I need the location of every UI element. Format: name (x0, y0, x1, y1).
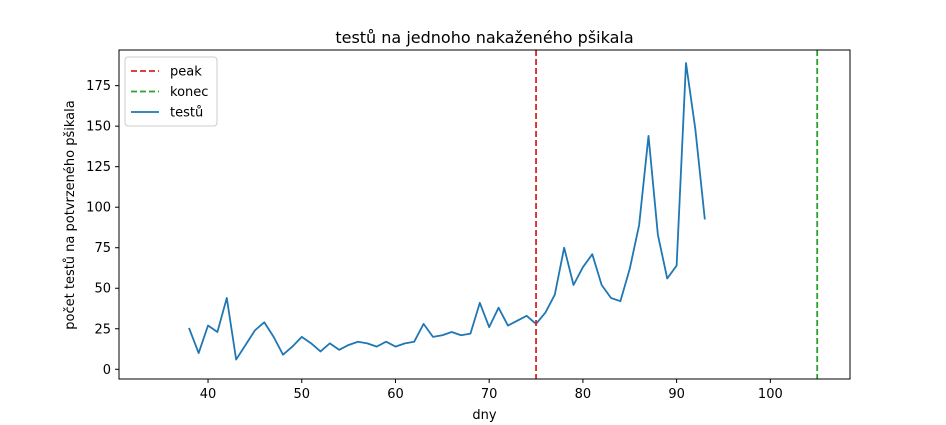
axes-frame (118, 49, 851, 380)
y-tick-label: 25 (94, 322, 111, 337)
y-tick-label: 150 (86, 120, 111, 135)
series-line-0 (188, 62, 706, 361)
x-tick-label: 70 (481, 387, 498, 402)
y-tick-label: 0 (103, 363, 111, 378)
x-tick-label: 40 (200, 387, 217, 402)
x-axis-label: dny (472, 408, 496, 423)
chart-title: testů na jednoho nakaženého pšikala (335, 28, 633, 47)
x-tick-label: 100 (758, 387, 783, 402)
y-tick-label: 125 (86, 160, 111, 175)
y-tick-label: 175 (86, 79, 111, 94)
y-tick-label: 50 (94, 282, 111, 297)
y-tick-label: 100 (86, 201, 111, 216)
x-tick-label: 80 (575, 387, 592, 402)
x-tick-label: 50 (293, 387, 310, 402)
x-tick-label: 60 (387, 387, 404, 402)
x-tick-label: 90 (668, 387, 685, 402)
y-tick-label: 75 (94, 241, 111, 256)
legend: peak konec testů (124, 56, 218, 127)
y-axis-label: počet testů na potvrzeného pšikala (63, 100, 78, 329)
legend-label-konec: konec (170, 85, 208, 100)
legend-label-testů: testů (170, 106, 203, 121)
legend-box (124, 56, 218, 127)
legend-label-peak: peak (170, 65, 202, 80)
plot-area: 40 50 60 70 80 90 100 0 25 50 75 100 125 150 175 peak ko… (86, 49, 851, 402)
